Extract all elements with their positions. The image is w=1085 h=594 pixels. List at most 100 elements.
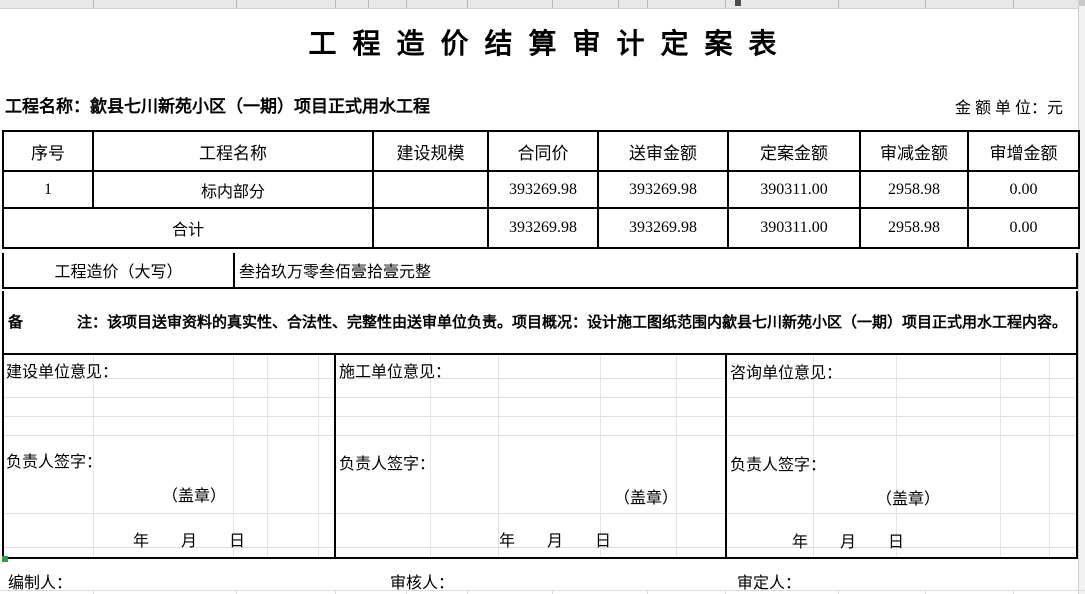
capital-amount-value[interactable]: 叁拾玖万零叁佰壹拾壹元整 <box>239 264 432 281</box>
col-header-contract-price[interactable]: 合同价 <box>487 130 599 172</box>
column-edge <box>647 0 648 8</box>
gridline <box>267 355 268 557</box>
contractor-opinion-title[interactable]: 施工单位意见： <box>339 364 452 381</box>
column-edge <box>925 590 926 594</box>
gridline <box>1049 355 1050 557</box>
cell-contract[interactable]: 393269.98 <box>487 170 599 209</box>
gridline <box>4 513 1076 514</box>
gridline <box>676 355 677 557</box>
gridline <box>318 355 319 557</box>
column-edge <box>406 0 407 8</box>
sheet-top-gridline-strip <box>0 0 1085 9</box>
total-increased[interactable]: 0.00 <box>967 207 1080 249</box>
col-header-project[interactable]: 工程名称 <box>92 130 374 172</box>
gridline <box>93 355 94 557</box>
gridline <box>4 416 1076 417</box>
cell-reduced[interactable]: 2958.98 <box>859 170 969 209</box>
column-edge <box>335 0 336 8</box>
total-label[interactable]: 合计 <box>2 207 374 249</box>
gridline <box>430 355 431 557</box>
total-finalized[interactable]: 390311.00 <box>727 207 861 249</box>
project-name-label: 工程名称：歙县七川新苑小区（一期）项目正式用水工程 <box>5 97 430 116</box>
column-edge <box>725 590 726 594</box>
column-edge <box>93 590 94 594</box>
column-edge <box>838 0 839 8</box>
total-scale[interactable] <box>372 207 489 249</box>
cost-table: 序号 工程名称 建设规模 合同价 送审金额 定案金额 审减金额 审增金额 1 标… <box>2 130 1080 249</box>
column-edge <box>368 0 369 8</box>
capital-amount-label[interactable]: 工程造价（大写） <box>4 253 235 287</box>
gridline <box>1000 355 1001 557</box>
column-edge <box>925 0 926 8</box>
column-edge <box>618 0 619 8</box>
gridline <box>4 397 1076 398</box>
selection-handle[interactable] <box>2 556 8 562</box>
column-edge <box>838 590 839 594</box>
gridline <box>600 355 601 557</box>
page-title: 工程造价结算审计定案表 <box>308 29 793 60</box>
column-edge <box>552 590 553 594</box>
col-header-submitted-amount[interactable]: 送审金额 <box>597 130 729 172</box>
column-edge <box>1013 590 1014 594</box>
cell-scale[interactable] <box>372 170 489 209</box>
column-edge <box>647 590 648 594</box>
consultant-seal-label: （盖章） <box>876 491 941 508</box>
col-header-finalized-amount[interactable]: 定案金额 <box>727 130 861 172</box>
total-submitted[interactable]: 393269.98 <box>597 207 729 249</box>
total-row: 合计 393269.98 393269.98 390311.00 2958.98… <box>2 207 1080 249</box>
approver-label[interactable]: 审定人： <box>737 575 802 592</box>
cell-seq[interactable]: 1 <box>2 170 94 209</box>
total-contract[interactable]: 393269.98 <box>487 207 599 249</box>
owner-opinion-title[interactable]: 建设单位意见： <box>6 364 119 381</box>
col-header-seq[interactable]: 序号 <box>2 130 94 172</box>
column-edge <box>725 0 726 8</box>
table-header-row: 序号 工程名称 建设规模 合同价 送审金额 定案金额 审减金额 审增金额 <box>2 130 1080 172</box>
column-edge <box>236 590 237 594</box>
column-edge <box>93 0 94 8</box>
gridline <box>4 378 1076 379</box>
col-header-reduced-amount[interactable]: 审减金额 <box>859 130 969 172</box>
cell-submitted[interactable]: 393269.98 <box>597 170 729 209</box>
cell-project[interactable]: 标内部分 <box>92 170 374 209</box>
remark-prefix: 备 <box>8 315 24 331</box>
contractor-seal-label: （盖章） <box>614 490 679 507</box>
gridline <box>813 355 814 557</box>
preparer-label[interactable]: 编制人： <box>8 575 73 592</box>
remark-text: 注：该项目送审资料的真实性、合法性、完整性由送审单位负责。项目概况：设计施工图纸… <box>77 315 1068 331</box>
total-reduced[interactable]: 2958.98 <box>859 207 969 249</box>
opinion-panels: 建设单位意见： 负责人签字： （盖章） 年 月 日 施工单位意见： 负责人签字：… <box>2 353 1078 559</box>
col-header-scale[interactable]: 建设规模 <box>372 130 489 172</box>
column-edge <box>406 590 407 594</box>
column-edge <box>236 0 237 8</box>
column-edge <box>1013 0 1014 8</box>
owner-sign-label[interactable]: 负责人签字： <box>6 454 103 471</box>
remark-row: 备 注：该项目送审资料的真实性、合法性、完整性由送审单位负责。项目概况：设计施工… <box>2 291 1078 353</box>
cell-increased[interactable]: 0.00 <box>967 170 1080 209</box>
contractor-sign-label[interactable]: 负责人签字： <box>339 456 436 473</box>
column-edge <box>552 0 553 8</box>
col-header-increased-amount[interactable]: 审增金额 <box>967 130 1080 172</box>
column-drag-marker <box>735 0 741 6</box>
section-divider <box>334 355 336 557</box>
gridline <box>4 435 1076 436</box>
sheet-right-margin <box>1078 0 1085 594</box>
gridline <box>233 355 234 557</box>
section-divider <box>725 355 727 557</box>
column-edge <box>335 590 336 594</box>
owner-date-label: 年 月 日 <box>133 533 246 550</box>
cell-finalized[interactable]: 390311.00 <box>727 170 861 209</box>
reviewer-label[interactable]: 审核人： <box>390 575 455 592</box>
gridline <box>896 355 897 557</box>
owner-seal-label: （盖章） <box>162 488 227 505</box>
consultant-date-label: 年 月 日 <box>792 534 905 551</box>
column-edge <box>467 590 468 594</box>
column-edge <box>467 0 468 8</box>
contractor-date-label: 年 月 日 <box>499 533 612 550</box>
bottom-gridline <box>0 590 1085 591</box>
amount-unit-label: 金 额 单 位：元 <box>954 100 1063 117</box>
consultant-sign-label[interactable]: 负责人签字： <box>730 457 827 474</box>
scrollbar-corner <box>1079 0 1085 6</box>
consultant-opinion-title[interactable]: 咨询单位意见： <box>730 365 843 382</box>
gridline <box>4 547 1076 548</box>
